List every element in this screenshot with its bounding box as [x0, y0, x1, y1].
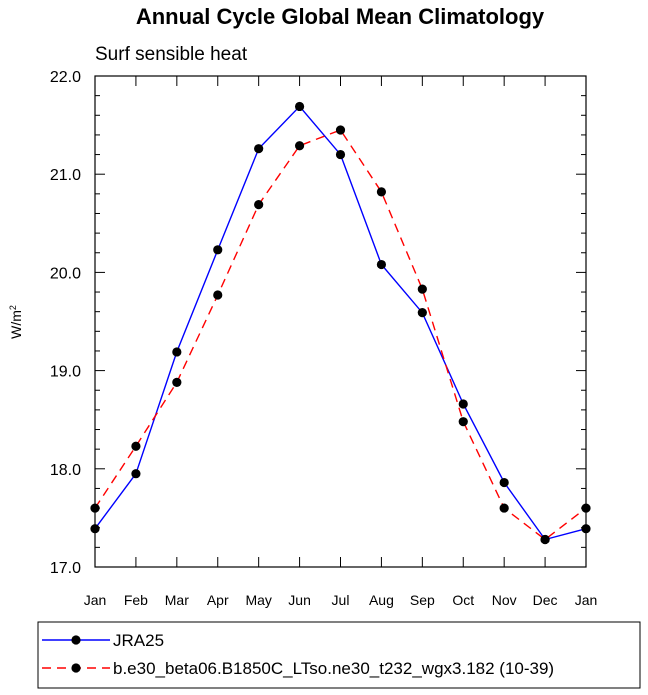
y-tick-label: 17.0	[50, 560, 81, 577]
series-0-point	[417, 308, 427, 318]
series-0-point	[172, 347, 182, 357]
series-1-point	[90, 503, 100, 513]
series-1-point	[417, 284, 427, 294]
series-1-point	[335, 125, 346, 135]
y-tick-label: 18.0	[50, 462, 81, 479]
series-0-point	[254, 144, 264, 154]
x-tick-label: Sep	[410, 592, 435, 608]
legend: JRA25 b.e30_beta06.B1850C_LTso.ne30_t232_…	[42, 631, 554, 678]
y-tick-label: 20.0	[50, 265, 81, 282]
x-tick-label: Dec	[533, 592, 558, 608]
y-tick-label: 22.0	[50, 69, 81, 86]
x-tick-label: Jun	[288, 592, 311, 608]
legend-marker-1	[71, 663, 81, 673]
chart-title: Annual Cycle Global Mean Climatology	[136, 4, 545, 29]
series-0-point	[499, 477, 509, 488]
series-1-point	[376, 187, 387, 197]
x-tick-label: Aug	[369, 592, 394, 608]
series-0-point	[131, 469, 141, 479]
legend-box	[37, 621, 641, 689]
x-tick-label: Feb	[124, 592, 148, 608]
series-1-point	[458, 417, 468, 427]
y-tick-label: 21.0	[50, 167, 81, 184]
x-tick-label: Nov	[492, 592, 517, 608]
series-1-point	[499, 503, 509, 513]
x-tick-label: Mar	[165, 592, 189, 608]
series-0-point	[294, 101, 305, 112]
x-tick-label: Jul	[332, 592, 350, 608]
series-line-1	[94, 129, 587, 541]
series-1-point	[213, 290, 223, 300]
x-tick-label: Oct	[452, 592, 474, 608]
series-0-point	[90, 524, 100, 534]
series-0-point	[581, 524, 591, 534]
series-0-point	[335, 149, 346, 160]
series-1-point	[540, 534, 550, 545]
legend-marker-0	[71, 635, 81, 645]
y-axis-label-sup: 2	[8, 305, 18, 310]
x-tick-label: Jan	[84, 592, 107, 608]
series-0-point	[213, 245, 223, 255]
series-1-point	[581, 503, 591, 513]
legend-label-1: b.e30_beta06.B1850C_LTso.ne30_t232_wgx3.…	[113, 659, 554, 678]
series-line-0	[94, 105, 587, 541]
y-tick-label: 19.0	[50, 364, 81, 381]
series-1-point	[294, 141, 305, 151]
x-tick-label: Jan	[575, 592, 598, 608]
chart-subtitle: Surf sensible heat	[95, 44, 248, 65]
series-1-point	[172, 377, 182, 387]
legend-label-0: JRA25	[113, 631, 164, 650]
y-axis-label: W/m2	[8, 305, 24, 339]
axis-ticks: 17.0 18.0 19.0 20.0 21.0 22.0 Jan Feb Mar Apr May J…	[50, 69, 597, 608]
y-axis-label-base: W/m	[8, 310, 24, 339]
series-1-point	[131, 441, 141, 451]
series-1-point	[254, 200, 264, 210]
series-0-point	[458, 399, 468, 409]
series-0-point	[376, 259, 387, 270]
x-tick-label: May	[245, 592, 271, 608]
x-tick-label: Apr	[207, 592, 229, 608]
series-layer	[90, 101, 591, 545]
